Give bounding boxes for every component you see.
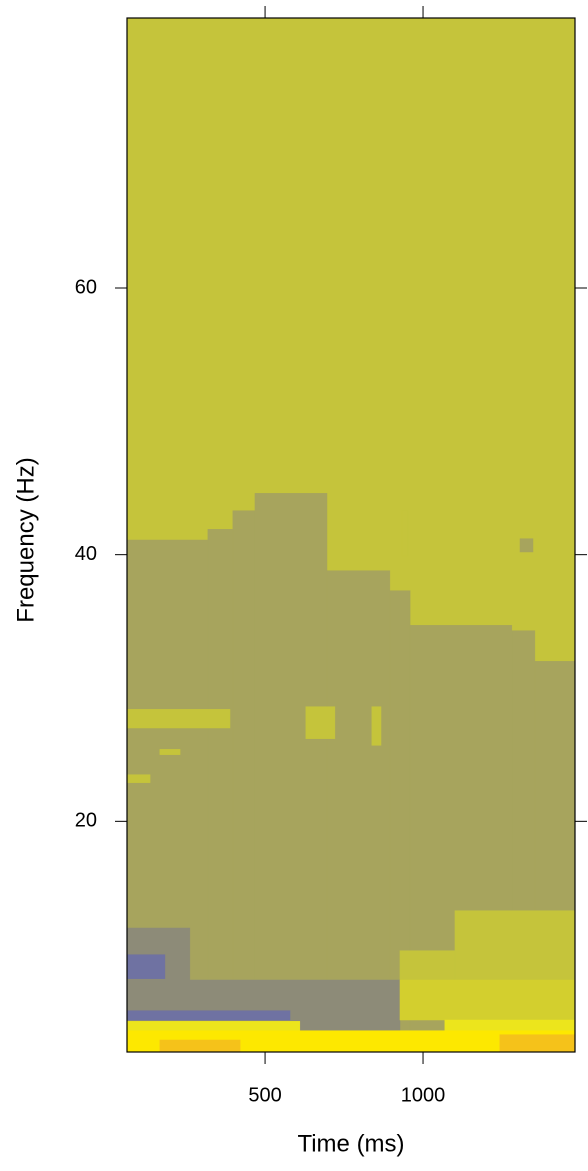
level-cell: [499, 1034, 576, 1053]
level-cell: [254, 493, 328, 1053]
y-tick-label: 20: [75, 810, 97, 832]
level-cell: [207, 529, 234, 1053]
level-cell: [232, 510, 256, 1053]
level-cell: [126, 954, 166, 979]
y-tick-label: 60: [75, 276, 97, 298]
plot-area: [126, 17, 576, 1053]
level-cell: [126, 709, 231, 729]
level-cell: [371, 706, 382, 746]
level-cell: [305, 706, 336, 739]
level-cell: [454, 910, 576, 989]
level-cell: [126, 1021, 301, 1031]
x-tick-label: 1000: [401, 1084, 446, 1106]
level-cell: [126, 774, 151, 783]
plot-frame: [126, 17, 576, 1053]
y-tick-label: 40: [75, 543, 97, 565]
level-cell: [159, 1039, 241, 1053]
level-cell: [399, 979, 576, 1021]
level-cell: [159, 749, 181, 755]
x-axis-label: Time (ms): [297, 1130, 404, 1157]
level-cell: [126, 1010, 291, 1021]
x-tick-label: 500: [248, 1084, 281, 1106]
level-cell: [519, 538, 534, 553]
level-cell: [401, 510, 409, 557]
level-cell: [326, 570, 391, 1053]
y-axis-label: Frequency (Hz): [12, 457, 39, 622]
